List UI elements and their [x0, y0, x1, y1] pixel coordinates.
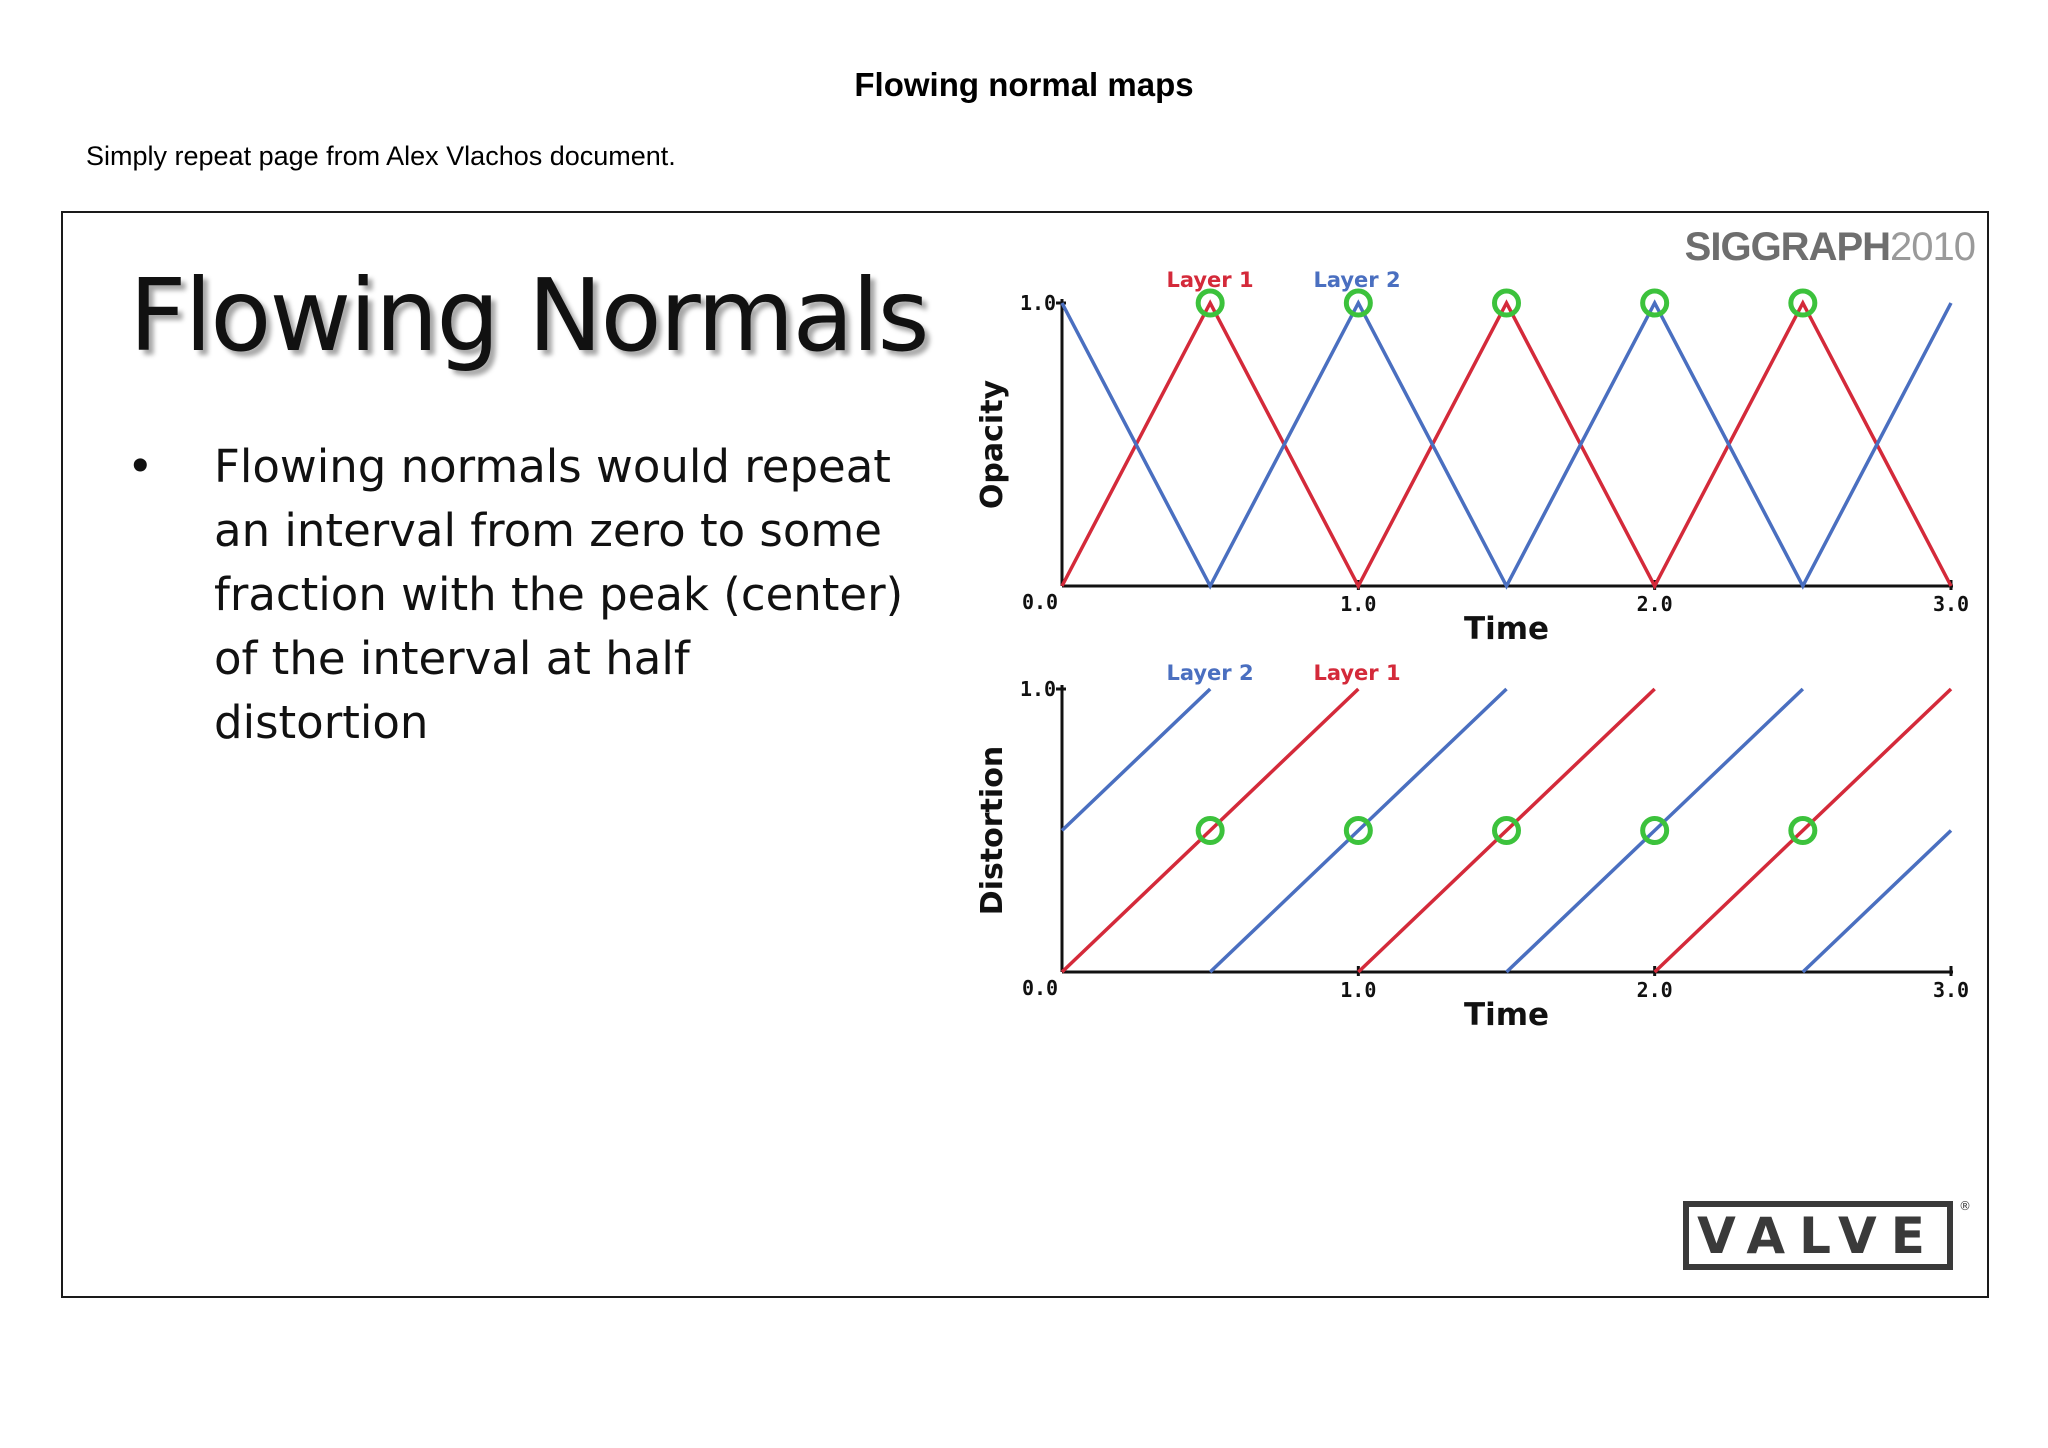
marker-circle	[1343, 816, 1373, 845]
marker-circle	[1640, 288, 1670, 318]
siggraph-brand: SIGGRAPH	[1684, 225, 1891, 269]
marker-circle	[1195, 288, 1225, 318]
legend-entry: Layer 2	[1313, 268, 1400, 292]
x-tick-label: 2.0	[1637, 592, 1673, 616]
y-tick-label: 0.0	[1022, 590, 1058, 614]
valve-logo: VALVE	[1683, 1201, 1953, 1270]
x-tick-label: 3.0	[1933, 978, 1969, 1002]
series-segment	[1357, 687, 1656, 974]
series-segment	[1653, 687, 1953, 974]
slide-heading: Flowing Normals	[129, 257, 930, 374]
x-tick-label: 1.0	[1340, 592, 1376, 616]
marker-circle	[1788, 816, 1818, 845]
x-axis-label: Time	[1464, 611, 1549, 647]
marker-circle	[1492, 816, 1521, 845]
bullet-text: Flowing normals would repeat an interval…	[214, 440, 904, 749]
bullet-dot: •	[127, 440, 154, 493]
y-axis-label: Distortion	[975, 746, 1010, 915]
series-segment	[1060, 687, 1360, 974]
series-segment	[1505, 687, 1805, 974]
series-segment	[1801, 829, 1953, 974]
legend-entry: Layer 1	[1166, 268, 1253, 292]
slide-frame: Flowing Normals • Flowing normals would …	[61, 211, 1989, 1298]
x-tick-label: 2.0	[1637, 978, 1673, 1002]
y-tick-label: 0.0	[1022, 976, 1058, 1000]
registered-mark: ®	[1959, 1199, 1971, 1213]
y-axis-label: Opacity	[975, 379, 1010, 509]
legend-entry: Layer 2	[1166, 661, 1253, 685]
marker-circle	[1492, 288, 1521, 318]
charts-area: 0.0 1.0 2.0 3.0 1.0 Time Opacity Layer 1 Layer 2…	[975, 268, 1969, 1033]
legend-entry: Layer 1	[1313, 661, 1400, 685]
series-segment	[1060, 687, 1212, 832]
series-segment	[1208, 687, 1508, 974]
siggraph-year: 2010	[1890, 225, 1976, 269]
x-tick-label: 3.0	[1933, 592, 1969, 616]
marker-circle	[1195, 816, 1225, 845]
bullet-item: • Flowing normals would repeat an interv…	[123, 435, 993, 755]
siggraph-logo: SIGGRAPH2010	[1684, 225, 1976, 270]
series-line	[1060, 299, 1953, 590]
page-title: Flowing normal maps	[854, 66, 1194, 103]
y-tick-label: 1.0	[1020, 677, 1056, 701]
page-subtitle: Simply repeat page from Alex Vlachos doc…	[86, 141, 676, 171]
marker-circle	[1788, 288, 1818, 318]
y-tick-label: 1.0	[1020, 291, 1056, 315]
x-tick-label: 1.0	[1340, 978, 1376, 1002]
marker-circle	[1343, 288, 1373, 318]
marker-circle	[1640, 816, 1670, 845]
series-line	[1060, 299, 1953, 590]
x-axis-label: Time	[1464, 997, 1549, 1033]
